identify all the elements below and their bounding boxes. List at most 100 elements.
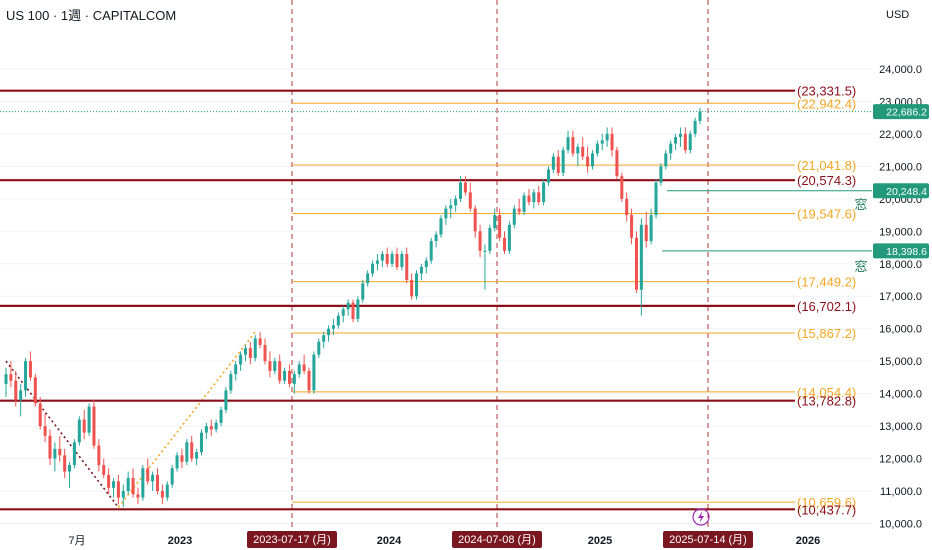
candle-body [229,374,233,391]
trend-annotations [5,331,256,508]
y-tick-label: 17,000.0 [879,291,922,303]
candle-body [698,111,702,121]
candle-body [112,481,116,488]
candle-body [576,146,580,154]
candle-body [214,422,218,430]
candle-body [630,215,634,238]
date-box [247,531,337,548]
candle-body [28,361,32,378]
level-label: (10,659.6) [797,495,856,510]
y-tick-label: 11,000.0 [880,486,922,498]
candle-body [102,465,106,475]
candle-body [590,153,594,167]
candle-body [478,231,482,251]
candle-body [185,442,189,462]
candle-body [126,478,130,492]
candle-body [146,468,150,482]
candle-body [151,474,155,482]
candle-body [136,494,140,498]
candle-body [371,263,375,274]
lightning-icon[interactable] [692,508,710,526]
candle-body [175,455,179,469]
candle-body [649,215,653,242]
candle-body [351,302,355,319]
x-tick-label: 2026 [796,535,820,547]
candle-body [566,137,570,151]
candle-body [4,374,8,384]
candle-body [204,426,208,433]
trend-line [5,360,120,508]
candle-body [693,120,697,134]
gap-price-label: 20,248.4 [886,186,927,198]
x-tick-label: 2025 [588,535,612,547]
x-axis[interactable]: 7月 2023 2024 2025 2026 [68,535,820,547]
candle-body [258,338,262,345]
candle-body [527,195,531,203]
chart-title: US 100 · 1週 · CAPITALCOM [6,8,176,23]
candle-body [546,169,551,183]
candle-body [287,370,291,384]
candle-body [678,133,682,138]
candle-body [586,156,590,167]
candle-body [224,390,228,410]
y-axis[interactable]: 24,000.023,000.022,000.021,000.020,000.0… [879,64,922,531]
date-label: 2025-07-14 (月) [669,534,747,546]
level-label: (10,437.7) [797,502,856,517]
candle-body [248,348,252,358]
candle-body [664,153,668,167]
candle-body [639,224,643,290]
candle-body [297,364,301,375]
candle-body [170,468,174,485]
gap-price-badge [873,183,929,199]
level-label: (15,867.2) [797,326,856,341]
candle-body [312,354,316,391]
y-tick-label: 10,000.0 [879,519,922,531]
candle-body [63,455,67,472]
candle-body [669,143,673,154]
candle-body [331,325,335,329]
date-box [452,531,542,548]
candle-body [155,474,160,492]
y-tick-label: 13,000.0 [879,421,922,433]
candle-body [595,143,599,154]
candle-body [87,406,91,433]
candle-body [424,260,428,268]
candle-body [97,445,101,466]
currency-label[interactable]: USD [886,9,909,21]
candle-body [454,198,458,206]
candle-body [385,254,389,264]
candle-body [473,208,477,232]
candle-body [410,280,414,297]
candle-body [234,364,238,375]
candle-body [82,419,86,433]
candle-body [512,208,516,225]
candle-body [439,218,443,235]
candle-body [116,481,120,498]
y-tick-label: 22,000.0 [879,129,922,141]
level-label: (23,331.5) [797,84,856,99]
candle-body [605,133,609,141]
candle-body [375,260,379,264]
candlestick-series [4,107,702,508]
candle-body [415,273,419,297]
candle-body [498,215,502,238]
y-tick-label: 16,000.0 [879,324,922,336]
level-label: (17,449.2) [797,275,856,290]
candle-body [561,150,565,173]
candle-body [683,133,687,151]
last-price-label: 22,686.2 [886,107,927,119]
y-tick-label: 18,000.0 [879,259,922,271]
candle-body [517,208,521,212]
candle-body [405,254,409,280]
candle-body [141,468,145,498]
candle-body [625,198,629,216]
level-label: (13,782.8) [797,394,856,409]
candle-body [571,137,575,154]
candle-body [283,370,287,381]
level-label: (19,547.6) [797,207,856,222]
date-labels: 2023-07-17 (月) 2024-07-08 (月) 2025-07-14 (… [247,531,753,548]
candle-body [160,491,164,498]
candle-body [537,192,541,203]
last-price-badge [873,104,929,120]
